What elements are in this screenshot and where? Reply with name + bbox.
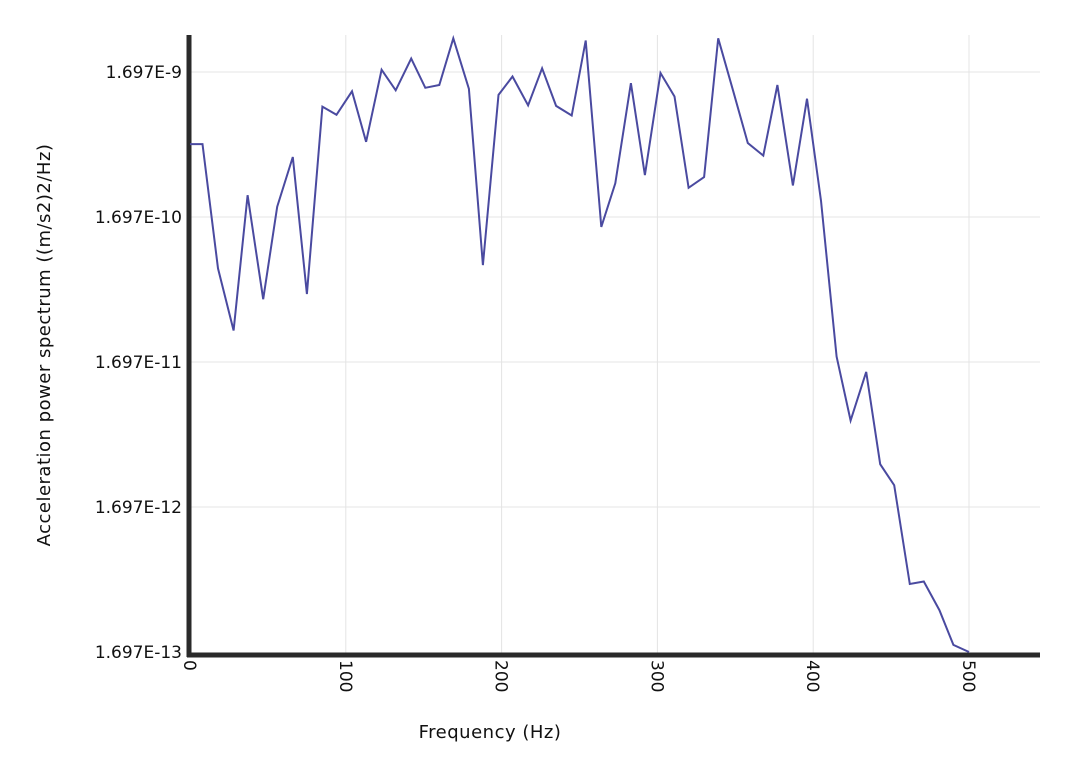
series-points (189, 37, 970, 653)
data-point (938, 609, 940, 611)
data-point (335, 114, 337, 116)
x-tick-labels: 0 100 200 300 400 500 (179, 660, 978, 692)
data-point (849, 419, 851, 421)
y-axis-title: Acceleration power spectrum ((m/s2)2/Hz) (34, 144, 55, 547)
data-point (410, 57, 412, 59)
data-point (673, 95, 675, 97)
data-point (555, 105, 557, 107)
data-point (201, 143, 203, 145)
data-point (380, 69, 382, 71)
data-point (482, 264, 484, 266)
data-point (571, 114, 573, 116)
series-line (190, 34, 970, 653)
data-point (438, 84, 440, 86)
data-point (292, 156, 294, 158)
data-point (246, 194, 248, 196)
data-point (762, 154, 764, 156)
data-point (806, 98, 808, 100)
data-point (351, 90, 353, 92)
data-point (276, 205, 278, 207)
data-point (733, 92, 735, 94)
data-point (923, 580, 925, 582)
data-point (452, 37, 454, 39)
grid (189, 35, 1040, 655)
data-point (232, 329, 234, 331)
data-point (217, 267, 219, 269)
data-point (968, 651, 970, 653)
data-point (659, 72, 661, 74)
y-tick-labels: 1.697E-13 1.697E-12 1.697E-11 1.697E-10 1.69… (95, 63, 182, 663)
data-point (527, 104, 529, 106)
y-tick-label: 1.697E-12 (95, 498, 182, 518)
data-point (394, 89, 396, 91)
data-point (747, 142, 749, 144)
x-tick-label: 200 (491, 660, 511, 692)
data-point (835, 355, 837, 357)
data-point (424, 87, 426, 89)
data-point (468, 88, 470, 90)
y-tick-label: 1.697E-9 (106, 63, 182, 83)
data-point (541, 67, 543, 69)
data-point (306, 293, 308, 295)
data-point (189, 143, 191, 145)
data-point (630, 82, 632, 84)
data-point (703, 176, 705, 178)
data-point (909, 583, 911, 585)
x-tick-label: 300 (646, 660, 666, 692)
data-point (585, 39, 587, 41)
data-point (717, 37, 719, 39)
axes (186, 35, 1040, 658)
data-point (321, 105, 323, 107)
data-point (511, 75, 513, 77)
x-tick-label: 0 (179, 660, 199, 671)
x-tick-label: 500 (958, 660, 978, 692)
data-point (776, 84, 778, 86)
x-tick-label: 400 (802, 660, 822, 692)
data-point (893, 484, 895, 486)
data-point (687, 187, 689, 189)
data-point (879, 463, 881, 465)
data-point (644, 174, 646, 176)
data-point (614, 182, 616, 184)
y-tick-label: 1.697E-13 (95, 643, 182, 663)
data-point (952, 644, 954, 646)
y-tick-label: 1.697E-10 (95, 208, 182, 228)
data-point (365, 141, 367, 143)
x-tick-label: 100 (335, 660, 355, 692)
y-tick-label: 1.697E-11 (95, 353, 182, 373)
x-axis-title: Frequency (Hz) (419, 722, 562, 743)
data-point (792, 184, 794, 186)
data-point (820, 199, 822, 201)
data-point (865, 371, 867, 373)
data-point (262, 298, 264, 300)
data-point (497, 94, 499, 96)
data-point (600, 226, 602, 228)
